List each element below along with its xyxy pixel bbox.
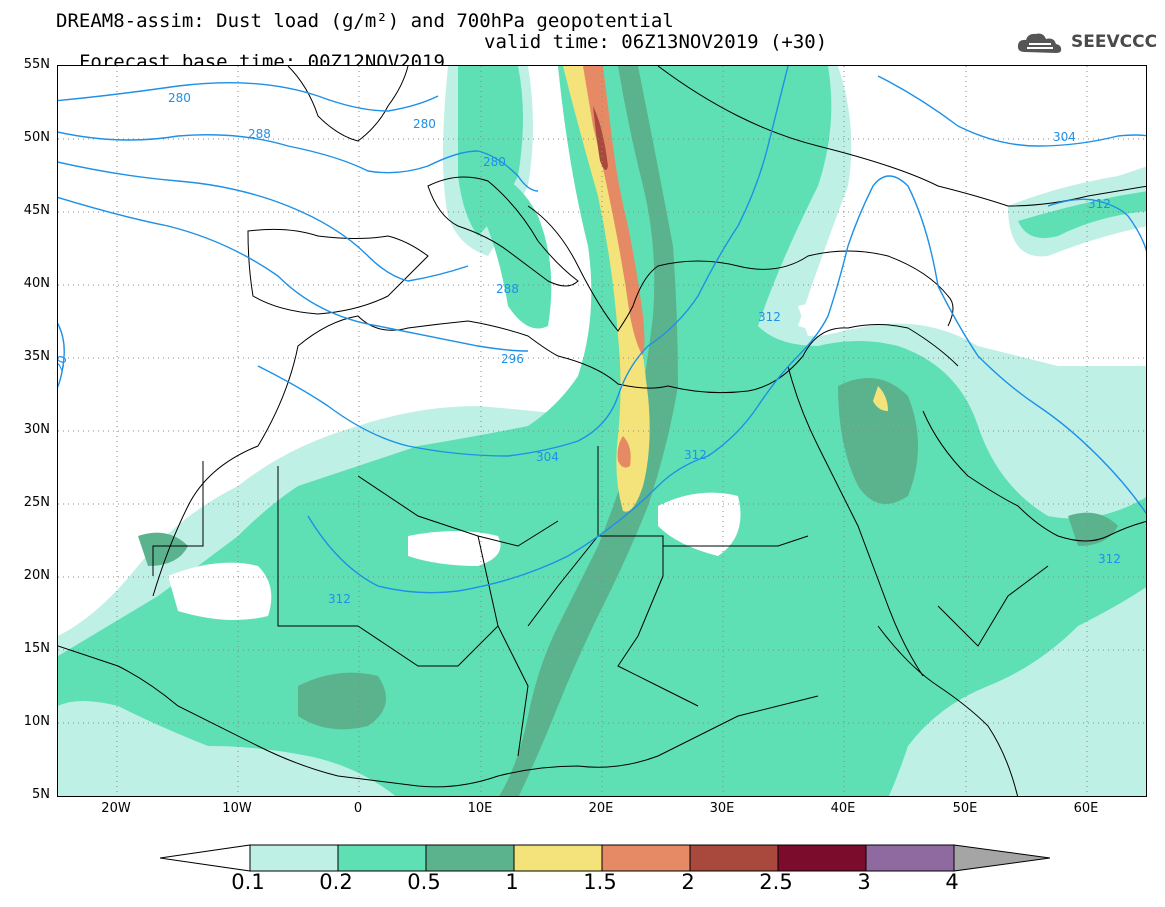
map-title: DREAM8-assim: Dust load (g/m²) and 700hP… <box>56 10 674 32</box>
lat-label-50n: 50N <box>23 130 50 145</box>
dust-map: 280 280 288 280 288 296 304 304 312 312 … <box>58 66 1146 796</box>
colorbar-label: 0.2 <box>319 870 353 894</box>
contour-label: 312 <box>328 592 351 606</box>
colorbar-label: 2.5 <box>759 870 793 894</box>
colorbar-label: 3 <box>857 870 871 894</box>
contour-label: 288 <box>496 282 519 296</box>
contour-label: 312 <box>1088 197 1111 211</box>
lon-label-10w: 10W <box>222 801 252 816</box>
lon-label-10e: 10E <box>467 801 493 816</box>
contour-label: 312 <box>1098 552 1121 566</box>
colorbar-bin-3-4 <box>865 844 955 872</box>
cloud-icon <box>1017 33 1062 53</box>
lon-label-50e: 50E <box>952 801 978 816</box>
contour-labels: 280 280 288 280 288 296 304 304 312 312 … <box>58 91 1121 606</box>
colorbar-bin-1.5-2 <box>601 844 691 872</box>
contour-label: 312 <box>758 310 781 324</box>
contour-label: 280 <box>483 155 506 169</box>
lat-label-25n: 25N <box>23 495 50 510</box>
lon-label-20w: 20W <box>101 801 131 816</box>
lat-label-30n: 30N <box>23 422 50 437</box>
lat-label-15n: 15N <box>23 641 50 656</box>
contour-label: 304 <box>536 450 559 464</box>
colorbar <box>160 844 1050 872</box>
lon-label-60e: 60E <box>1073 801 1099 816</box>
graticule <box>58 66 1146 796</box>
colorbar-label: 4 <box>945 870 959 894</box>
lat-label-20n: 20N <box>23 568 50 583</box>
lat-label-40n: 40N <box>23 276 50 291</box>
dust-shading-brown <box>593 106 608 170</box>
geopotential-contours <box>58 66 1146 594</box>
colorbar-bin-0.2-0.5 <box>337 844 427 872</box>
colorbar-lower-triangle <box>160 844 251 872</box>
lat-label-5n: 5N <box>32 787 50 802</box>
lat-label-45n: 45N <box>23 203 50 218</box>
colorbar-bin-2-2.5 <box>689 844 779 872</box>
colorbar-bin-0.1-0.2 <box>249 844 339 872</box>
colorbar-label: 0.5 <box>407 870 441 894</box>
colorbar-label: 2 <box>681 870 695 894</box>
lon-label-20e: 20E <box>588 801 614 816</box>
colorbar-bin-0.5-1 <box>425 844 515 872</box>
logo-text: SEEVCCC <box>1071 32 1158 52</box>
lat-label-10n: 10N <box>23 714 50 729</box>
dust-shading-yellow <box>563 66 888 512</box>
colorbar-label: 1 <box>505 870 519 894</box>
dust-clear-areas <box>168 302 868 620</box>
lon-label-30e: 30E <box>709 801 735 816</box>
colorbar-upper-triangle <box>953 844 1050 872</box>
contour-label: 280 <box>168 91 191 105</box>
colorbar-bin-2.5-3 <box>777 844 867 872</box>
colorbar-label: 0.1 <box>231 870 265 894</box>
contour-label: 304 <box>1053 130 1076 144</box>
lat-label-55n: 55N <box>23 57 50 72</box>
contour-label: 312 <box>684 448 707 462</box>
map-panel: 280 280 288 280 288 296 304 304 312 312 … <box>57 65 1147 797</box>
contour-label: 20 <box>58 354 70 373</box>
political-borders <box>152 446 1049 757</box>
colorbar-label: 1.5 <box>583 870 617 894</box>
lon-label-40e: 40E <box>830 801 856 816</box>
contour-label: 288 <box>248 127 271 141</box>
lat-label-35n: 35N <box>23 349 50 364</box>
contour-label: 296 <box>501 352 524 366</box>
lon-label-0: 0 <box>353 801 363 816</box>
seevccc-logo: SEEVCCC <box>1015 30 1158 56</box>
valid-time: valid time: 06Z13NOV2019 (+30) <box>484 31 828 53</box>
contour-label: 280 <box>413 117 436 131</box>
colorbar-bin-1-1.5 <box>513 844 603 872</box>
